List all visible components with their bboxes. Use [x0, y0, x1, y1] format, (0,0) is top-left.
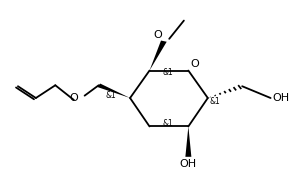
- Text: O: O: [191, 59, 199, 69]
- Text: &1: &1: [163, 68, 174, 77]
- Text: &1: &1: [105, 91, 116, 100]
- Polygon shape: [185, 126, 191, 157]
- Text: O: O: [154, 30, 162, 40]
- Text: O: O: [69, 93, 78, 103]
- Text: OH: OH: [180, 159, 197, 169]
- Text: &1: &1: [163, 119, 174, 128]
- Text: OH: OH: [272, 93, 289, 103]
- Polygon shape: [97, 83, 130, 98]
- Text: &1: &1: [209, 97, 220, 106]
- Polygon shape: [150, 41, 167, 71]
